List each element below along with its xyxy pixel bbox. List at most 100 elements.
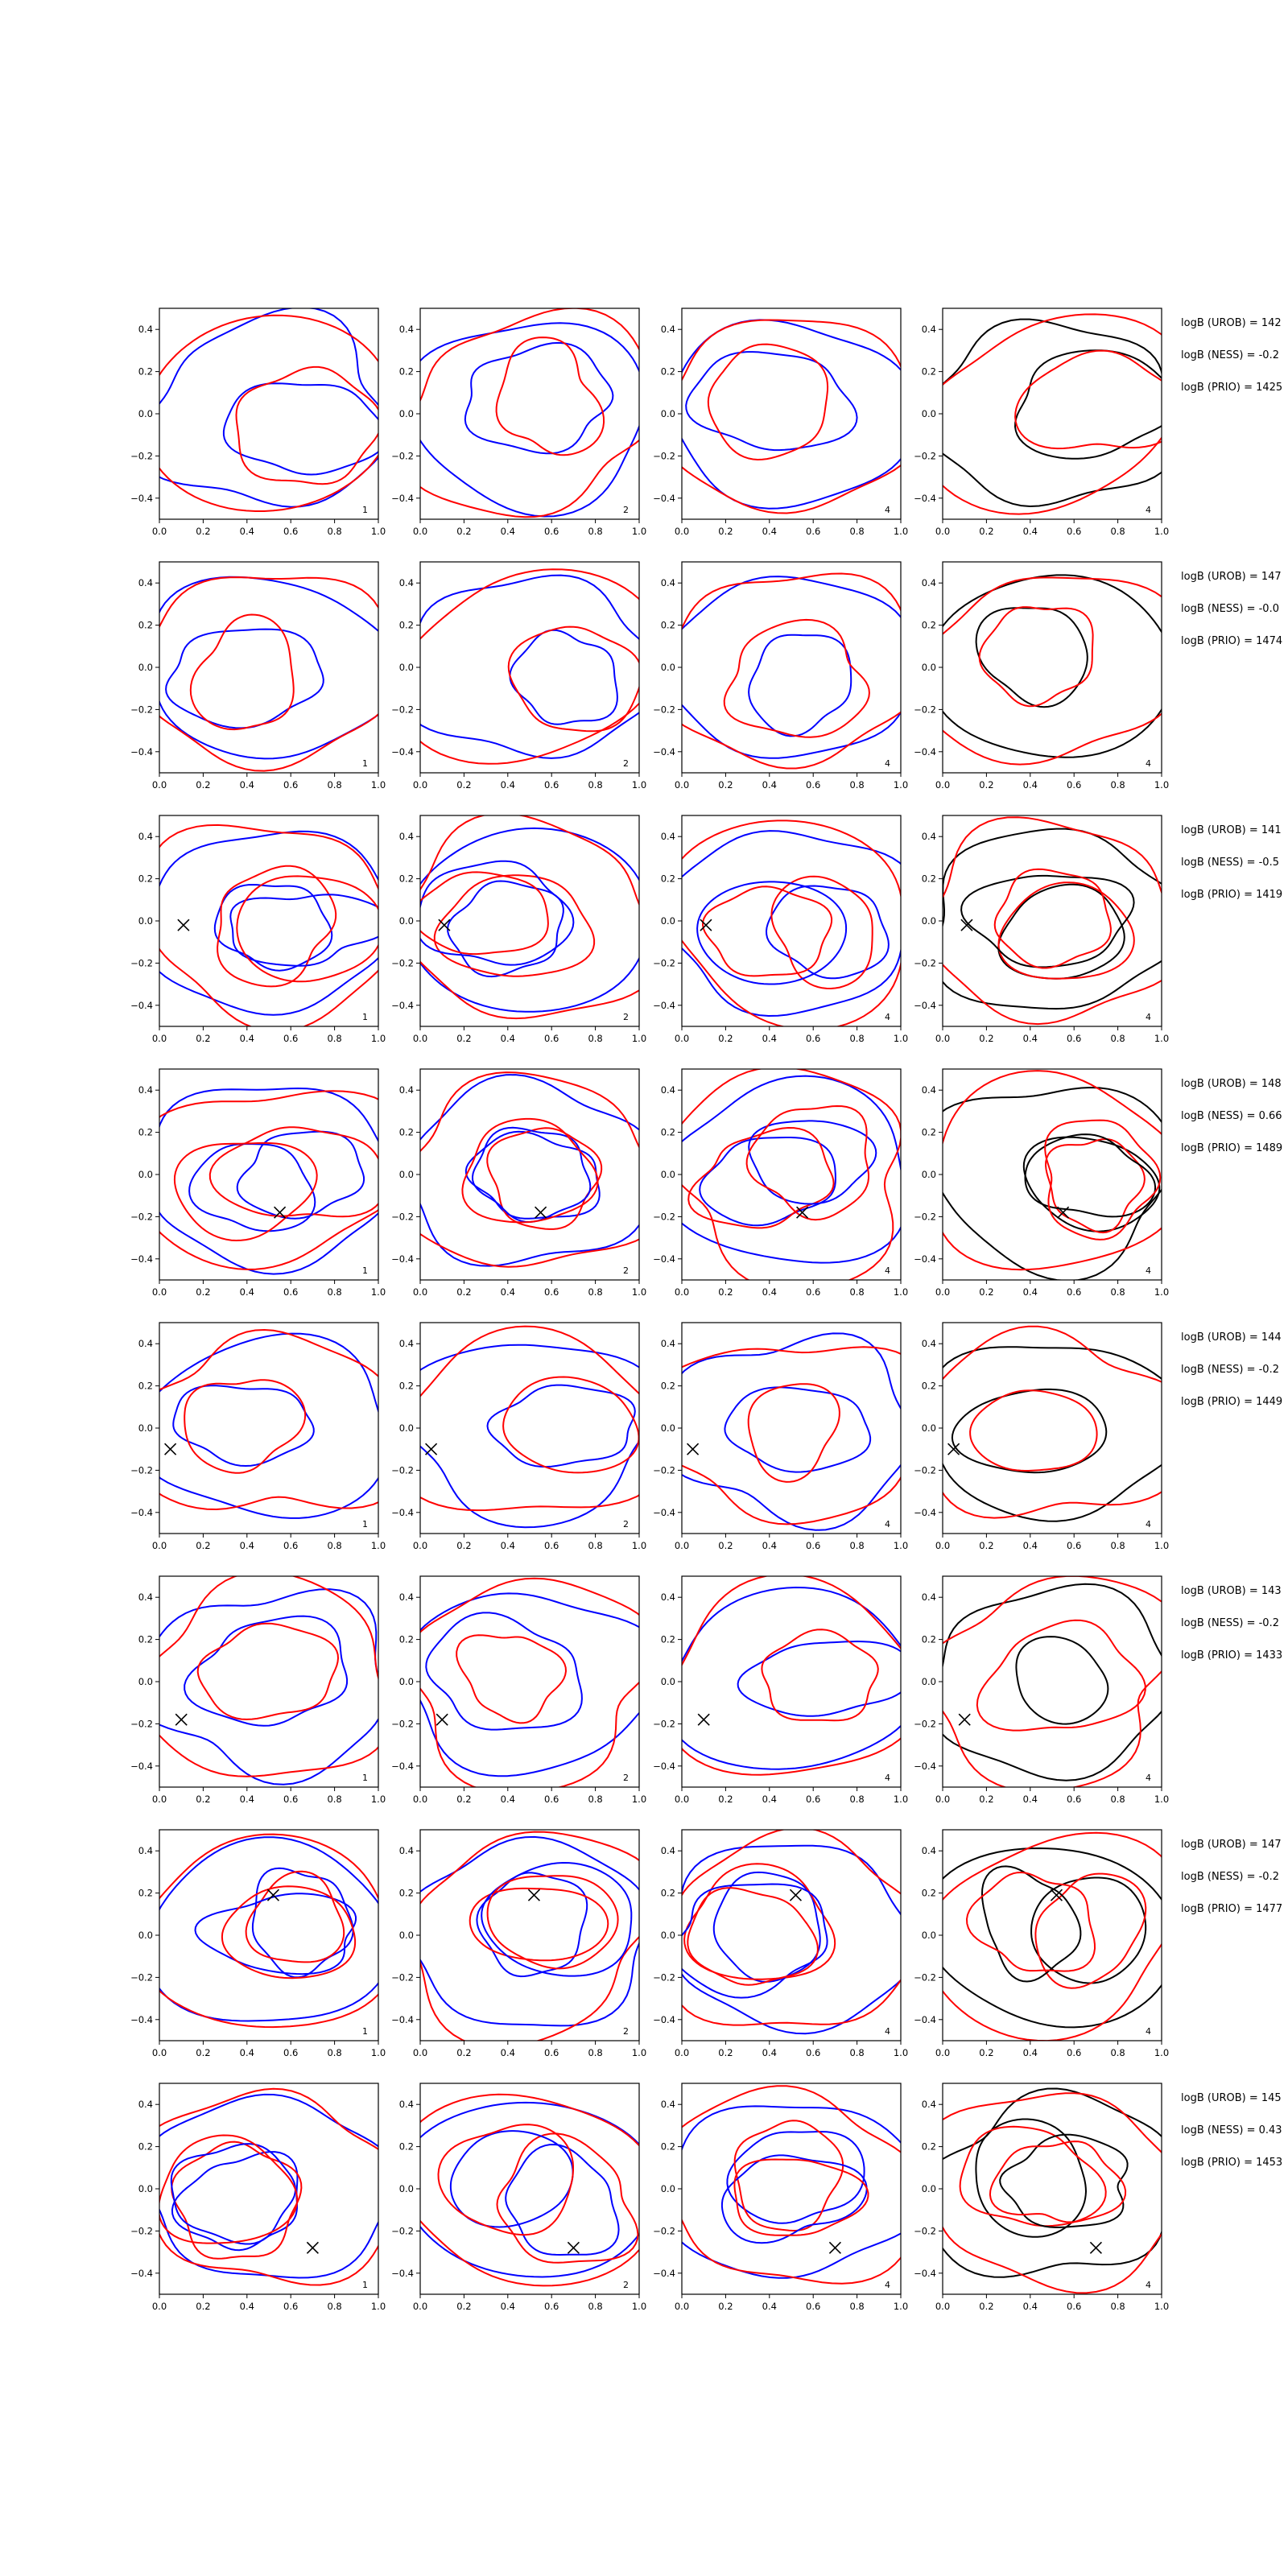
- x-tick-label: 1.0: [894, 2301, 908, 2312]
- x-tick-label: 0.2: [979, 526, 993, 537]
- red-outer-contour: [420, 568, 639, 765]
- x-tick-label: 0.4: [1023, 1794, 1038, 1805]
- y-tick-label: 0.4: [399, 1845, 414, 1856]
- y-tick-label: −0.4: [653, 746, 675, 758]
- primary-inner-contour: [449, 2130, 574, 2228]
- x-tick-label: 0.8: [327, 1033, 341, 1044]
- primary-outer-contour: [420, 1835, 639, 2027]
- y-tick-label: 0.0: [138, 1422, 153, 1434]
- y-tick-label: 0.0: [922, 1169, 936, 1180]
- primary-outer-contour: [682, 1075, 901, 1264]
- y-tick-label: 0.0: [922, 408, 936, 419]
- y-tick-label: −0.4: [130, 493, 153, 504]
- panel-r1-c3: 0.0 0.2 0.4 0.6 0.8 1.0 −0.4 −0.2 0.0 0.2 0.4 4: [653, 308, 908, 537]
- x-tick-label: 0.8: [1110, 526, 1125, 537]
- x-tick-label: 0.4: [1023, 1540, 1038, 1551]
- x-tick-label: 0.4: [240, 526, 254, 537]
- y-tick-label: −0.2: [653, 957, 675, 968]
- x-tick-label: 0.4: [762, 526, 777, 537]
- y-tick-label: 0.4: [661, 1591, 675, 1603]
- y-tick-label: −0.2: [914, 450, 936, 461]
- red-outer-contour: [159, 824, 378, 1026]
- contour-lines: [682, 572, 901, 770]
- x-tick-label: 0.6: [544, 526, 559, 537]
- x-marker: [535, 1206, 547, 1219]
- panel-index-label: 1: [362, 758, 368, 769]
- x-tick-label: 0.8: [327, 2301, 341, 2312]
- y-tick-label: −0.2: [914, 1718, 936, 1729]
- contour-lines: [682, 319, 901, 514]
- x-tick-label: 0.0: [675, 1286, 689, 1298]
- logb-annotation: logB (UROB) = 145: [1181, 2092, 1282, 2104]
- y-tick-label: −0.4: [653, 1000, 675, 1011]
- logb-annotation: logB (NESS) = -0.0: [1181, 603, 1279, 615]
- red-outer-contour: [420, 815, 639, 1020]
- panel-r8-c3: 0.0 0.2 0.4 0.6 0.8 1.0 −0.4 −0.2 0.0 0.2 0.4 4: [653, 2083, 908, 2312]
- panel-r3-c3: 0.0 0.2 0.4 0.6 0.8 1.0 −0.4 −0.2 0.0 0.2 0.4 4: [653, 815, 908, 1044]
- x-marker: [436, 1713, 448, 1726]
- panel-index-label: 4: [885, 1265, 890, 1276]
- red-inner-contour: [707, 343, 829, 461]
- y-tick-label: 0.0: [661, 1169, 675, 1180]
- contour-lines: [943, 574, 1162, 766]
- red-inner-contour: [965, 1871, 1096, 1972]
- x-tick-label: 0.6: [283, 2047, 298, 2058]
- x-tick-label: 0.2: [196, 1540, 210, 1551]
- x-tick-label: 0.0: [413, 2047, 427, 2058]
- y-tick-label: 0.4: [661, 324, 675, 335]
- x-tick-label: 0.2: [456, 526, 471, 537]
- primary-inner-contour: [229, 894, 378, 967]
- x-tick-label: 0.8: [588, 2301, 602, 2312]
- x-tick-label: 0.4: [501, 526, 515, 537]
- primary-outer-contour: [943, 2087, 1162, 2278]
- primary-inner-contour: [737, 1640, 901, 1717]
- x-tick-label: 0.8: [1110, 1033, 1125, 1044]
- red-inner-contour: [437, 2124, 574, 2236]
- y-tick-label: 0.2: [661, 1127, 675, 1138]
- contour-lines: [420, 308, 639, 518]
- x-tick-label: 0.0: [675, 1540, 689, 1551]
- x-tick-label: 1.0: [894, 526, 908, 537]
- x-tick-label: 0.0: [152, 2301, 167, 2312]
- primary-inner-contour: [170, 2143, 297, 2245]
- x-tick-label: 0.6: [544, 1286, 559, 1298]
- y-tick-label: 0.0: [922, 915, 936, 927]
- contour-lines: [159, 1833, 378, 2029]
- x-marker: [306, 2241, 319, 2254]
- red-outer-contour: [943, 1070, 1162, 1271]
- y-tick-label: 0.4: [922, 2099, 936, 2110]
- panel-r7-c3: 0.0 0.2 0.4 0.6 0.8 1.0 −0.4 −0.2 0.0 0.2 0.4 4: [653, 1829, 908, 2058]
- x-tick-label: 0.0: [935, 2047, 950, 2058]
- x-marker: [789, 1889, 803, 1901]
- x-tick-label: 0.4: [1023, 779, 1038, 791]
- panel-grid: 0.0 0.2 0.4 0.6 0.8 1.0−0.4−0.20.00.20.410.0 0…: [130, 308, 1169, 2312]
- primary-outer-contour: [682, 576, 901, 759]
- primary-inner-contour: [464, 341, 614, 455]
- panel-index-label: 1: [362, 505, 368, 515]
- x-tick-label: 0.2: [979, 1794, 993, 1805]
- x-tick-label: 0.6: [1067, 779, 1081, 791]
- y-tick-label: −0.4: [653, 2014, 675, 2025]
- y-tick-label: 0.2: [138, 1888, 153, 1899]
- panel-index-label: 4: [885, 1012, 890, 1022]
- x-tick-label: 0.6: [283, 1794, 298, 1805]
- red-inner-contour: [236, 875, 378, 983]
- y-tick-label: 0.4: [399, 2099, 414, 2110]
- x-tick-label: 0.8: [327, 779, 341, 791]
- primary-outer-contour: [943, 1086, 1162, 1280]
- x-tick-label: 0.4: [762, 1033, 777, 1044]
- y-tick-label: 0.4: [138, 324, 153, 335]
- x-tick-label: 0.0: [413, 1286, 427, 1298]
- y-tick-label: 0.2: [138, 1634, 153, 1645]
- panel-r1-c4: 0.0 0.2 0.4 0.6 0.8 1.0 −0.4 −0.2 0.0 0.2 0.4 4: [914, 308, 1169, 537]
- red-outer-contour: [943, 313, 1162, 515]
- x-tick-label: 1.0: [371, 1033, 386, 1044]
- red-outer-contour: [159, 576, 378, 772]
- red-inner-contour: [159, 2134, 299, 2244]
- panel-r4-c2: 0.0 0.2 0.4 0.6 0.8 1.0 −0.4 −0.2 0.0 0.2 0.4 2: [391, 1068, 646, 1298]
- red-inner-contour: [1044, 1137, 1146, 1234]
- primary-inner-contour: [505, 2143, 620, 2256]
- y-tick-label: −0.2: [130, 704, 153, 715]
- x-tick-label: 0.2: [979, 2301, 993, 2312]
- primary-inner-contour: [975, 607, 1088, 708]
